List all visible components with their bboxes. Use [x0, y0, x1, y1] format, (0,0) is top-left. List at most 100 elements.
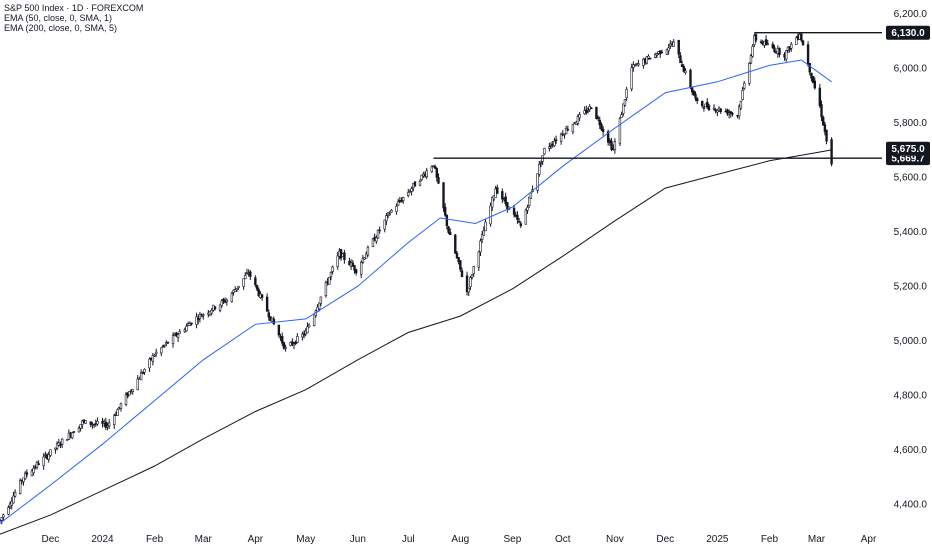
candle	[37, 460, 40, 466]
candle-body	[506, 202, 509, 209]
candle	[821, 115, 825, 126]
candle-body	[830, 139, 833, 165]
candle-body	[610, 141, 613, 150]
candle-body	[527, 196, 531, 207]
candle	[823, 121, 827, 136]
candle	[682, 64, 685, 73]
candle-body	[613, 141, 617, 151]
candle	[457, 257, 460, 265]
candle-body	[743, 82, 746, 89]
candle-body	[430, 166, 433, 173]
candle	[425, 167, 428, 180]
candle	[128, 391, 131, 396]
candle	[489, 202, 492, 227]
candle	[267, 309, 270, 321]
candle-body	[329, 271, 333, 278]
candle	[104, 417, 108, 430]
candle-body	[390, 209, 393, 213]
candle	[385, 212, 388, 226]
candle	[190, 322, 193, 326]
candle-body	[284, 346, 287, 349]
candle	[576, 114, 580, 126]
candle	[301, 331, 304, 341]
candle-body	[23, 472, 27, 480]
candle	[692, 89, 696, 96]
candle	[519, 221, 523, 229]
candle	[795, 36, 798, 45]
candle	[388, 210, 391, 217]
candle-body	[449, 232, 452, 235]
candle	[371, 238, 375, 248]
candle-body	[737, 106, 741, 117]
candle	[66, 439, 69, 441]
candle	[249, 270, 252, 280]
candle	[625, 86, 628, 101]
candle	[198, 311, 202, 323]
price-label: 5,675.0	[891, 144, 925, 155]
candle-body	[689, 69, 692, 88]
x-tick-label: Dec	[656, 534, 674, 545]
candle-body	[790, 43, 793, 49]
candle-body	[307, 324, 311, 328]
candle-body	[443, 206, 447, 216]
candle	[771, 41, 775, 49]
candle-body	[71, 432, 74, 439]
candle	[255, 284, 259, 292]
candle-body	[296, 336, 299, 343]
candle-body	[66, 439, 69, 441]
candle	[454, 233, 457, 254]
candle-body	[667, 47, 670, 51]
candle	[47, 451, 50, 463]
candle	[689, 68, 692, 89]
candle	[482, 226, 486, 236]
candle	[445, 214, 449, 230]
candle-body	[336, 255, 339, 268]
candle-body	[578, 114, 581, 119]
candle-body	[695, 98, 699, 102]
candle	[13, 489, 17, 498]
candle	[361, 254, 365, 264]
y-tick-label: 4,800.0	[894, 391, 928, 402]
candle-body	[467, 287, 470, 293]
candle-body	[282, 342, 286, 349]
candle-body	[376, 229, 380, 239]
candle-body	[57, 442, 61, 446]
candle-body	[188, 323, 192, 327]
candle	[57, 438, 61, 447]
candle-body	[459, 260, 462, 270]
candle	[210, 308, 213, 316]
ema50-line	[0, 59, 832, 524]
candle-body	[383, 219, 386, 230]
candle-body	[771, 43, 775, 49]
candle-body	[49, 449, 52, 456]
candle	[491, 196, 494, 212]
level-label: 5,669.7	[891, 154, 925, 165]
candle	[307, 323, 311, 328]
horizontal-levels[interactable]: 6,130.0 5,669.75,675.0	[433, 25, 930, 166]
candle	[472, 265, 475, 277]
candle	[785, 50, 788, 62]
candle-body	[418, 181, 422, 186]
candle	[2, 513, 5, 521]
candle-body	[72, 431, 76, 433]
candle-body	[482, 230, 486, 236]
candle-body	[680, 64, 684, 67]
candle-body	[800, 33, 803, 41]
candle-body	[148, 358, 151, 369]
candle-body	[210, 309, 213, 314]
candle-body	[548, 146, 551, 149]
candle	[655, 52, 659, 59]
candle-body	[294, 341, 297, 344]
candle	[743, 81, 746, 91]
y-tick-label: 5,800.0	[894, 118, 928, 129]
candle-body	[388, 213, 391, 215]
candle	[113, 413, 116, 429]
candle-body	[136, 378, 139, 391]
candle-body	[47, 454, 50, 460]
candle	[808, 63, 811, 76]
candle-body	[195, 316, 198, 325]
candle	[790, 42, 793, 52]
candle	[571, 123, 575, 135]
